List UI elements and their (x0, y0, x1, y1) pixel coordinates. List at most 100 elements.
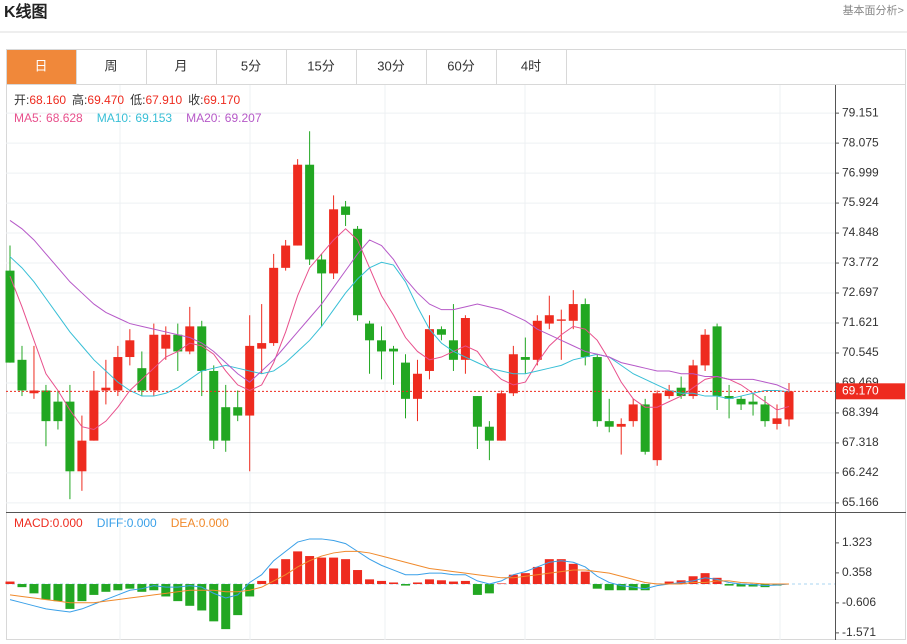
candle-body (329, 209, 339, 274)
macd-bar (125, 584, 135, 589)
tab[interactable] (286, 49, 357, 85)
macd-bar (736, 584, 746, 587)
candle-body (293, 164, 303, 246)
macd-bar (77, 584, 87, 602)
macd-bar (724, 584, 734, 586)
candle-body (472, 396, 482, 427)
candle-body (281, 245, 291, 268)
macd-bar (29, 584, 39, 594)
macd-bar (496, 583, 506, 585)
candle-body (5, 270, 15, 363)
candle-body (772, 418, 782, 424)
tab[interactable] (146, 49, 217, 85)
macd-bar (233, 584, 243, 616)
vertical-grid (119, 85, 781, 640)
candle-body (317, 259, 327, 274)
analysis-link[interactable]: 基本面分析> (843, 3, 904, 17)
legend-value: 0.000 (53, 516, 83, 530)
macd-bar (5, 581, 15, 585)
legend-name: MACD: (14, 516, 53, 530)
macd-bar (520, 573, 530, 585)
y-tick-label: 74.848 (842, 225, 879, 239)
legend-value: 0.000 (127, 516, 157, 530)
macd-bar (353, 570, 363, 585)
candle-body (197, 326, 207, 371)
candle-body (245, 345, 255, 416)
info-label: 高: (72, 92, 87, 107)
candle-body (760, 404, 770, 422)
macd-bar (17, 584, 27, 588)
macd-bar (89, 584, 99, 595)
macd-bar (412, 582, 422, 585)
macd-bar (700, 573, 710, 585)
macd-bar (448, 581, 458, 585)
macd-bar (568, 563, 578, 585)
macd-bar (436, 580, 446, 585)
legend-name: DIFF: (97, 516, 127, 530)
candle-body (724, 396, 734, 399)
tab[interactable] (216, 49, 287, 85)
tab-label[interactable]: 日 (34, 58, 47, 73)
legend-value: 69.207 (225, 111, 262, 125)
tab-label[interactable]: 30分 (377, 58, 404, 73)
legend-name: MA20: (186, 111, 221, 125)
macd-bar (113, 584, 123, 591)
candle-body (700, 334, 710, 366)
page-title: K线图 (4, 2, 48, 21)
tab[interactable] (76, 49, 147, 85)
candle-body (185, 326, 195, 352)
y-tick-label: 75.924 (842, 195, 879, 209)
candle-body (616, 423, 626, 427)
candle-body (400, 362, 410, 399)
candle-body (53, 401, 63, 422)
legend-value: 69.153 (135, 111, 172, 125)
tab[interactable] (6, 49, 77, 85)
macd-bar (592, 584, 602, 589)
info-value: 67.910 (145, 93, 182, 107)
y-tick-label: 72.697 (842, 285, 879, 299)
y-tick-label: 66.242 (842, 465, 879, 479)
tab-label[interactable]: 4时 (521, 58, 541, 73)
candle-body (544, 315, 554, 324)
tab-label[interactable]: 15分 (307, 58, 334, 73)
macd-bar (580, 571, 590, 585)
macd-bar (293, 551, 303, 585)
macd-bar (65, 584, 75, 609)
candle-body (365, 323, 375, 341)
tab-label[interactable]: 60分 (447, 58, 474, 73)
candle-body (592, 357, 602, 422)
y-tick-label: 68.394 (842, 405, 879, 419)
candle-body (436, 329, 446, 335)
y-tick-label: 0.358 (842, 565, 872, 579)
macd-bar (221, 584, 231, 630)
macd-line (9, 550, 789, 604)
y-tick-label: 65.166 (842, 495, 879, 509)
candle-body (460, 318, 470, 360)
candle-body (424, 329, 434, 371)
tab-label[interactable]: 5分 (241, 58, 261, 73)
y-tick-label: 78.075 (842, 135, 879, 149)
macd-bar (604, 584, 614, 591)
candle-body (389, 348, 399, 352)
ma-line (9, 228, 790, 431)
macd-bar (616, 584, 626, 591)
macd-bar (161, 584, 171, 597)
macd-bar (365, 579, 375, 585)
tab-label[interactable]: 月 (174, 58, 187, 73)
legend-name: MA5: (14, 111, 42, 125)
info-label: 低: (130, 93, 145, 107)
macd-bar (101, 584, 111, 592)
macd-bar (41, 584, 51, 600)
candle-body (784, 391, 794, 420)
macd-bar (257, 580, 267, 585)
tab[interactable] (496, 49, 567, 85)
macd-bar (544, 559, 554, 585)
candle-body (712, 326, 722, 397)
macd-bar (137, 584, 147, 592)
legend-name: MA10: (97, 111, 132, 125)
y-tick-label: 79.151 (842, 105, 879, 119)
tab-label[interactable]: 周 (104, 58, 117, 73)
legend-name: DEA: (171, 516, 199, 530)
macd-bar (377, 580, 387, 585)
